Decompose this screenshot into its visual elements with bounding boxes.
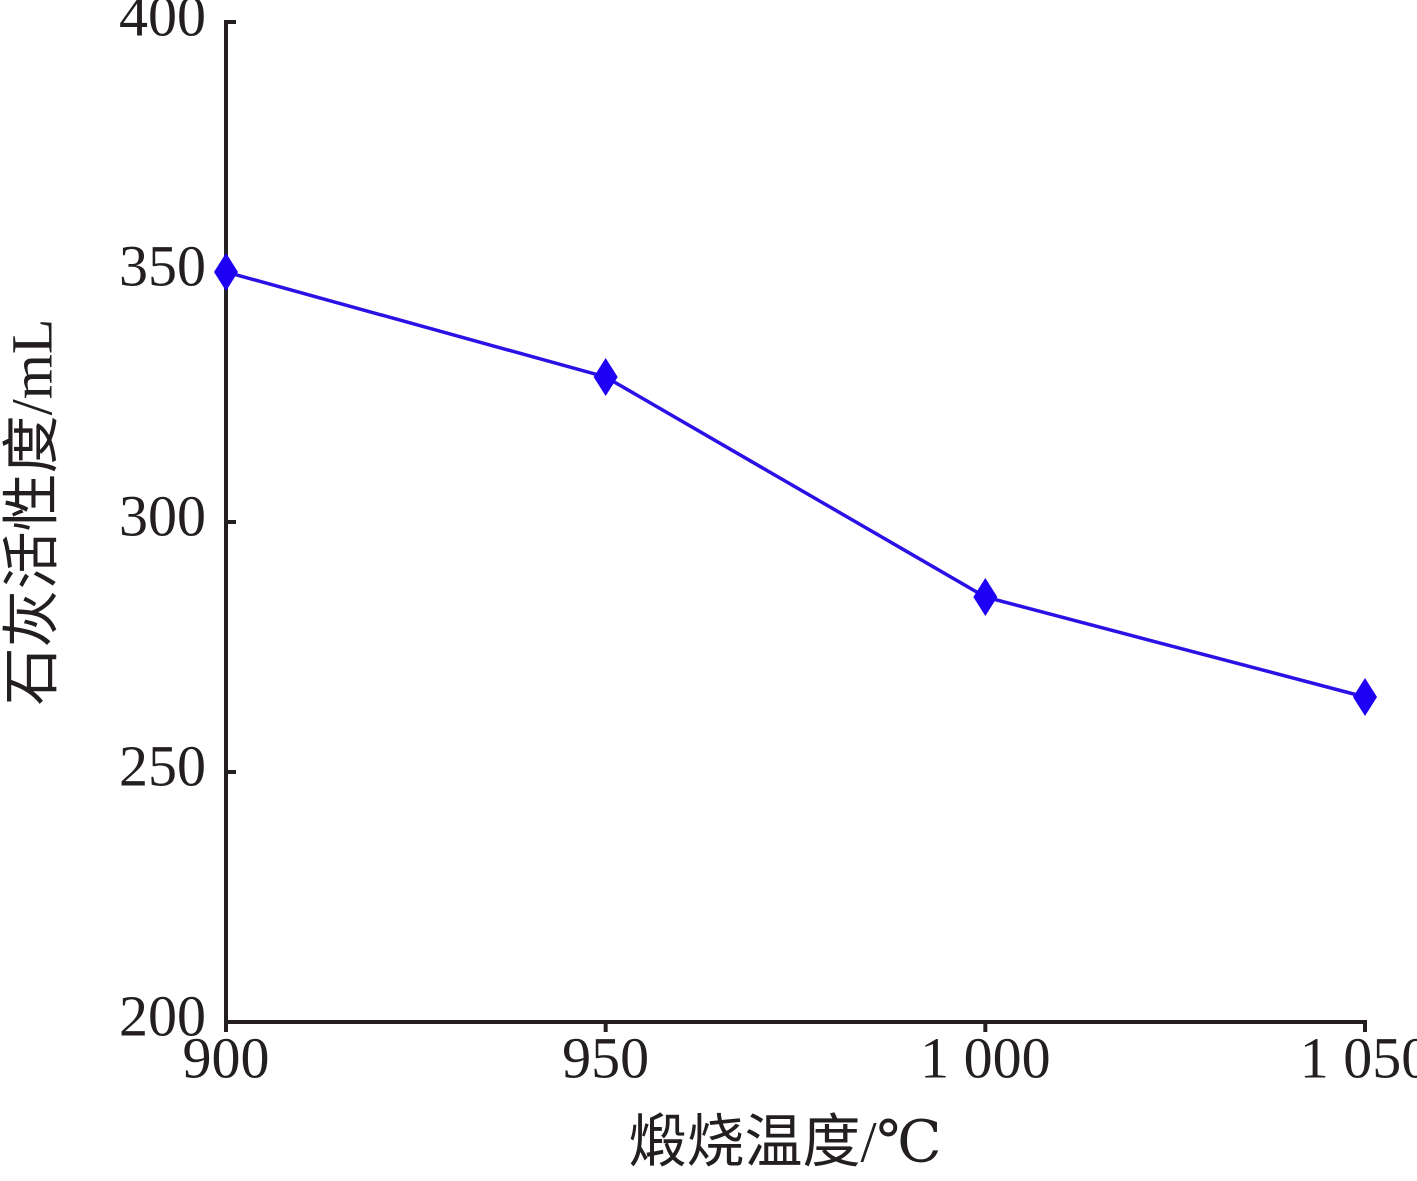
data-marker (973, 578, 998, 616)
y-axis-title: 石灰活性度/mL (0, 319, 64, 706)
y-tick-label: 200 (119, 983, 206, 1048)
x-tick-label: 900 (183, 1025, 270, 1090)
data-marker (593, 358, 618, 396)
x-axis-title: 煅烧温度/℃ (629, 1109, 942, 1174)
data-marker (214, 253, 238, 291)
x-tick-label: 950 (562, 1025, 649, 1090)
y-tick-label: 400 (119, 0, 206, 48)
y-tick-label: 300 (119, 483, 206, 548)
data-marker (1353, 678, 1377, 716)
x-tick-label: 1 050 (1300, 1025, 1417, 1090)
x-tick-label: 1 000 (920, 1025, 1051, 1090)
y-tick-label: 350 (119, 233, 206, 298)
data-line (225, 270, 1366, 699)
y-tick-label: 250 (119, 733, 206, 798)
